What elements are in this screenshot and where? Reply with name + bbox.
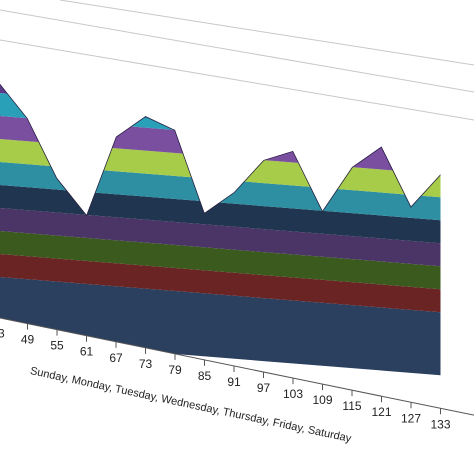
x-tick-label: 67 [109, 351, 123, 365]
surface-band [0, 183, 441, 248]
x-axis-line [0, 317, 474, 416]
x-tick-label: 61 [80, 345, 94, 359]
surface-band [0, 275, 441, 380]
surface-band [0, 229, 441, 294]
back-grid [0, 0, 474, 121]
x-tick-label: 43 [0, 327, 5, 341]
surface-band [0, 206, 441, 271]
x-tick-label: 91 [227, 375, 241, 389]
x-tick-label: 127 [401, 411, 421, 425]
x-tick-label: 85 [198, 369, 212, 383]
x-tick-label: 49 [21, 333, 35, 347]
x-tick-label: 121 [371, 405, 391, 419]
x-tick-label: 109 [312, 393, 332, 407]
surface-band [0, 91, 441, 156]
surface-band [0, 252, 441, 317]
x-axis: 43 49 55 61 67 73 79 85 91 97 103 109 115 121 127 133 [0, 317, 474, 431]
x-tick-label: 115 [342, 399, 361, 413]
x-tick-label: 103 [283, 387, 303, 401]
x-axis-title: Sunday, Monday, Tuesday, Wednesday, Thur… [29, 365, 353, 445]
x-tick-label: 55 [50, 339, 64, 353]
surface-band [0, 160, 441, 225]
x-tick-label: 73 [139, 357, 153, 371]
x-tick-label: 79 [168, 363, 182, 377]
surface-band [0, 114, 441, 179]
x-tick-label: 133 [430, 417, 450, 431]
x-tick-label: 97 [257, 381, 271, 395]
surface-band [0, 81, 441, 133]
